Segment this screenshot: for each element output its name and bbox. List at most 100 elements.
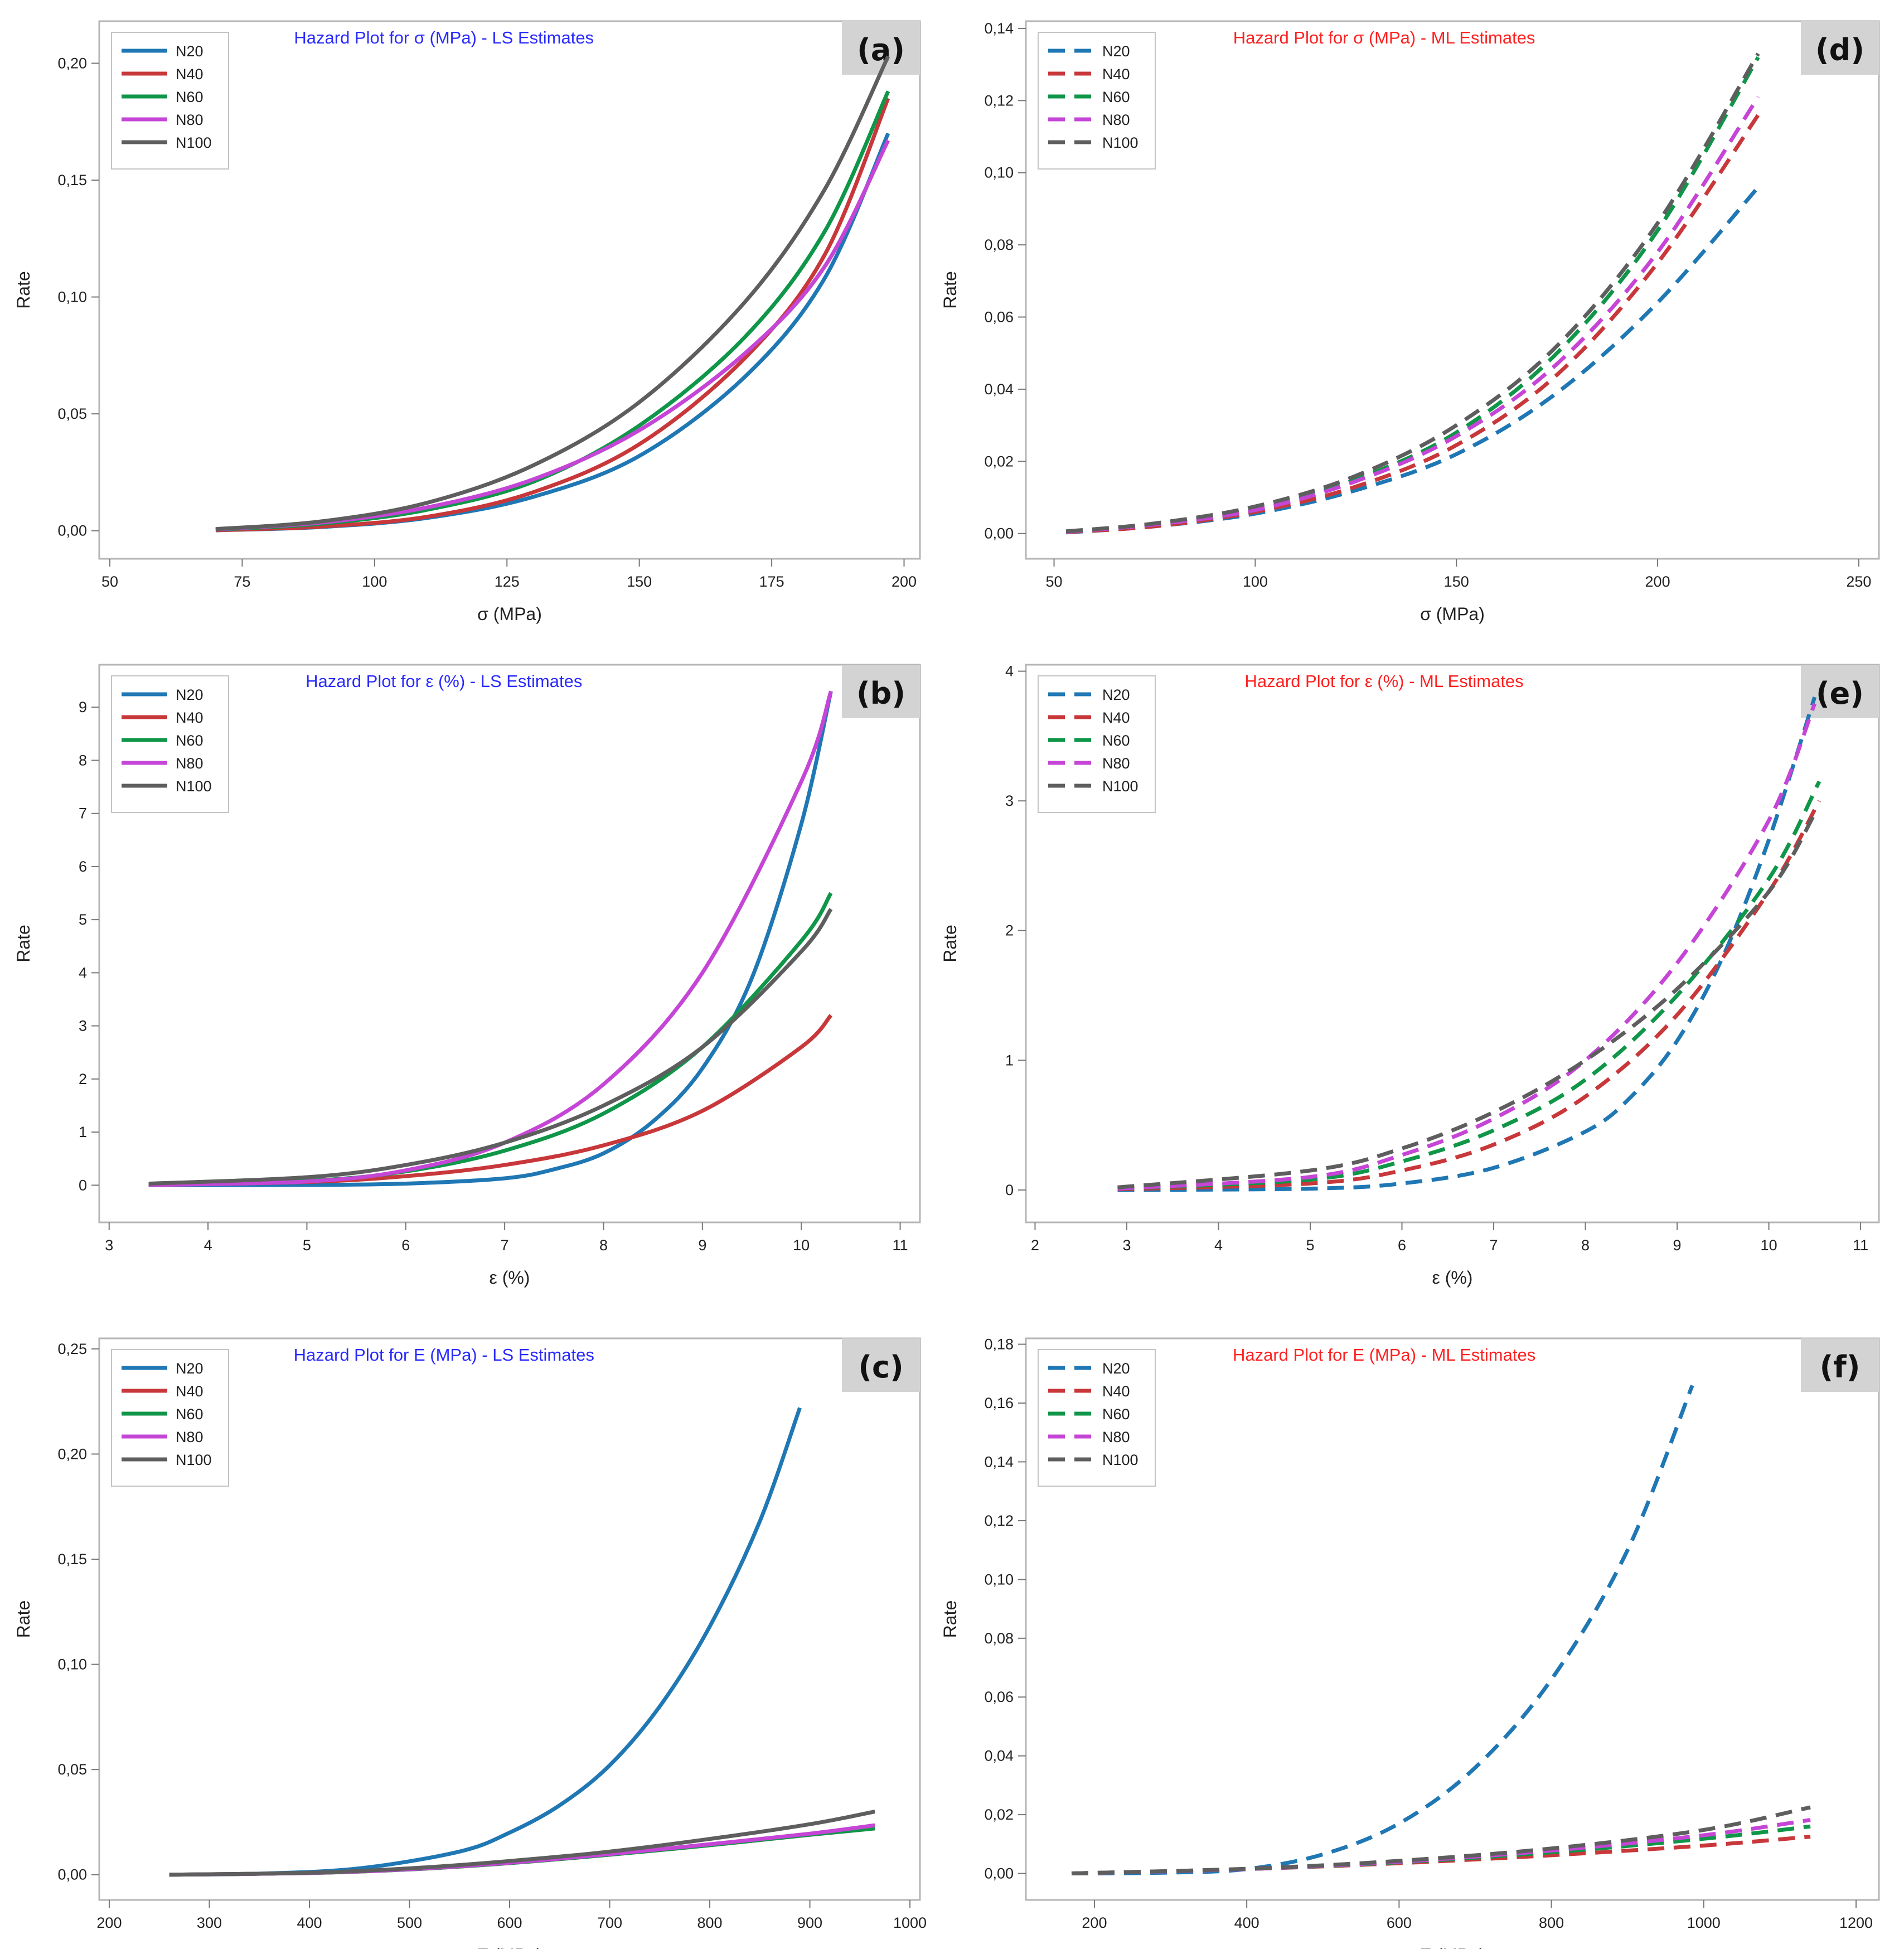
- x-tick-label: 10: [1761, 1237, 1777, 1254]
- plot-area: [1025, 20, 1880, 560]
- y-axis-title: Rate: [13, 1600, 33, 1638]
- chart-6: 200 400 600 800 1000 1200 0,00 0,02 0,04 0,06 0,08…: [940, 1336, 1880, 1949]
- y-tick-label: 0,04: [984, 1748, 1014, 1764]
- x-tick-label: 250: [1846, 573, 1871, 590]
- series-line-n100: [169, 1810, 875, 1877]
- x-tick-label: 1000: [893, 1914, 927, 1931]
- x-tick-label: 400: [1234, 1914, 1259, 1931]
- legend: N20 N40 N60 N80 N100: [111, 675, 229, 813]
- panel-letter: (a): [857, 32, 905, 67]
- x-tick-label: 11: [893, 1237, 908, 1254]
- y-tick-label: 7: [79, 805, 87, 822]
- y-axis-title: Rate: [13, 271, 33, 309]
- legend-label-n40: N40: [176, 66, 204, 83]
- panel-letter: (f): [1820, 1350, 1861, 1385]
- y-tick-label: 1: [1005, 1052, 1014, 1068]
- panel-letter-badge: [1801, 21, 1879, 75]
- x-tick-label: 50: [1045, 573, 1062, 590]
- chart-1: 50 75 100 125 150 175 200 0,00 0,05 0,10 0,15 0,20 σ…: [13, 20, 921, 624]
- chart-title: Hazard Plot for σ (MPa) - ML Estimates: [1233, 28, 1535, 47]
- legend-label-n80: N80: [1102, 112, 1130, 128]
- y-axis-title: Rate: [940, 271, 960, 309]
- y-tick-label: 0,25: [57, 1341, 87, 1357]
- series-line-n20: [148, 690, 833, 1187]
- legend-box: [111, 1349, 229, 1487]
- panel-letter: (e): [1816, 676, 1864, 711]
- legend: N20 N40 N60 N80 N100: [1038, 1349, 1156, 1487]
- x-axis-title: σ (MPa): [1420, 604, 1485, 624]
- y-tick-label: 0,12: [984, 1512, 1014, 1529]
- x-tick-label: 6: [401, 1237, 410, 1254]
- x-tick-label: 800: [1539, 1914, 1564, 1931]
- legend-label-n60: N60: [176, 89, 204, 105]
- series-line-n100: [148, 908, 833, 1186]
- legend-label-n40: N40: [1102, 66, 1130, 83]
- y-tick-label: 0,10: [984, 1571, 1014, 1588]
- y-tick-label: 6: [79, 858, 87, 875]
- x-tick-label: 9: [698, 1237, 706, 1254]
- y-tick-label: 0,02: [984, 1806, 1014, 1823]
- legend-label-n20: N20: [1102, 686, 1130, 703]
- x-tick-label: 3: [1122, 1237, 1131, 1254]
- panel-letter-badge: [842, 1338, 920, 1392]
- y-tick-label: 0,14: [984, 1453, 1014, 1470]
- legend-label-n40: N40: [176, 1383, 204, 1400]
- legend-box: [111, 675, 229, 813]
- chart-5: 2 3 4 5 6 7 8 9 10 11 0 1 2 3 4 ε (%) Rate Hazard Plot fo…: [940, 663, 1880, 1288]
- x-axis-title: E (MPa): [1419, 1945, 1485, 1949]
- y-tick-label: 0,06: [984, 309, 1014, 326]
- x-tick-label: 8: [599, 1237, 608, 1254]
- x-tick-label: 1000: [1687, 1914, 1721, 1931]
- legend-label-n80: N80: [176, 112, 204, 128]
- legend-label-n100: N100: [176, 1452, 212, 1468]
- series-line-n100: [1117, 813, 1816, 1189]
- x-tick-label: 200: [1082, 1914, 1107, 1931]
- x-tick-label: 10: [793, 1237, 810, 1254]
- x-tick-label: 50: [101, 573, 118, 590]
- series-line-n80: [148, 690, 833, 1187]
- y-tick-label: 2: [79, 1071, 87, 1087]
- x-tick-label: 100: [1243, 573, 1268, 590]
- series-line-n100: [1071, 1805, 1811, 1875]
- series-line-n40: [215, 97, 890, 533]
- panel-letter-badge: [842, 21, 920, 75]
- y-tick-label: 0,20: [57, 1445, 87, 1462]
- y-tick-label: 0,00: [57, 1866, 87, 1883]
- chart-title: Hazard Plot for ε (%) - LS Estimates: [306, 671, 582, 691]
- y-tick-label: 0,15: [57, 172, 87, 188]
- legend-label-n20: N20: [176, 686, 204, 703]
- y-tick-label: 0,10: [57, 289, 87, 306]
- legend-label-n40: N40: [1102, 709, 1130, 726]
- x-tick-label: 150: [1444, 573, 1469, 590]
- x-tick-label: 200: [892, 573, 917, 590]
- panel-letter-badge: [1801, 1338, 1879, 1392]
- legend-label-n100: N100: [1102, 134, 1138, 151]
- x-tick-label: 4: [204, 1237, 212, 1254]
- x-tick-label: 2: [1031, 1237, 1039, 1254]
- y-tick-label: 0,10: [57, 1656, 87, 1673]
- y-tick-label: 3: [1005, 792, 1014, 809]
- legend-label-n40: N40: [176, 709, 204, 726]
- series-line-n40: [1117, 800, 1821, 1192]
- chart-title: Hazard Plot for E (MPa) - LS Estimates: [294, 1345, 594, 1365]
- y-axis-title: Rate: [940, 925, 960, 963]
- x-tick-label: 200: [96, 1914, 122, 1931]
- series-line-n100: [1065, 52, 1760, 534]
- x-tick-label: 9: [1673, 1237, 1682, 1254]
- x-tick-label: 3: [105, 1237, 113, 1254]
- legend-box: [111, 32, 229, 170]
- legend: N20 N40 N60 N80 N100: [1038, 32, 1156, 170]
- legend-label-n60: N60: [1102, 89, 1130, 105]
- y-tick-label: 0,05: [57, 1761, 87, 1778]
- x-tick-label: 175: [759, 573, 784, 590]
- legend-label-n100: N100: [1102, 778, 1138, 795]
- chart-title: Hazard Plot for σ (MPa) - LS Estimates: [294, 28, 594, 47]
- y-tick-label: 0,04: [984, 381, 1014, 398]
- x-tick-label: 5: [1306, 1237, 1314, 1254]
- series-line-n100: [215, 55, 890, 531]
- x-axis-title: ε (%): [1432, 1268, 1473, 1288]
- x-tick-label: 5: [303, 1237, 311, 1254]
- legend-label-n60: N60: [176, 1406, 204, 1423]
